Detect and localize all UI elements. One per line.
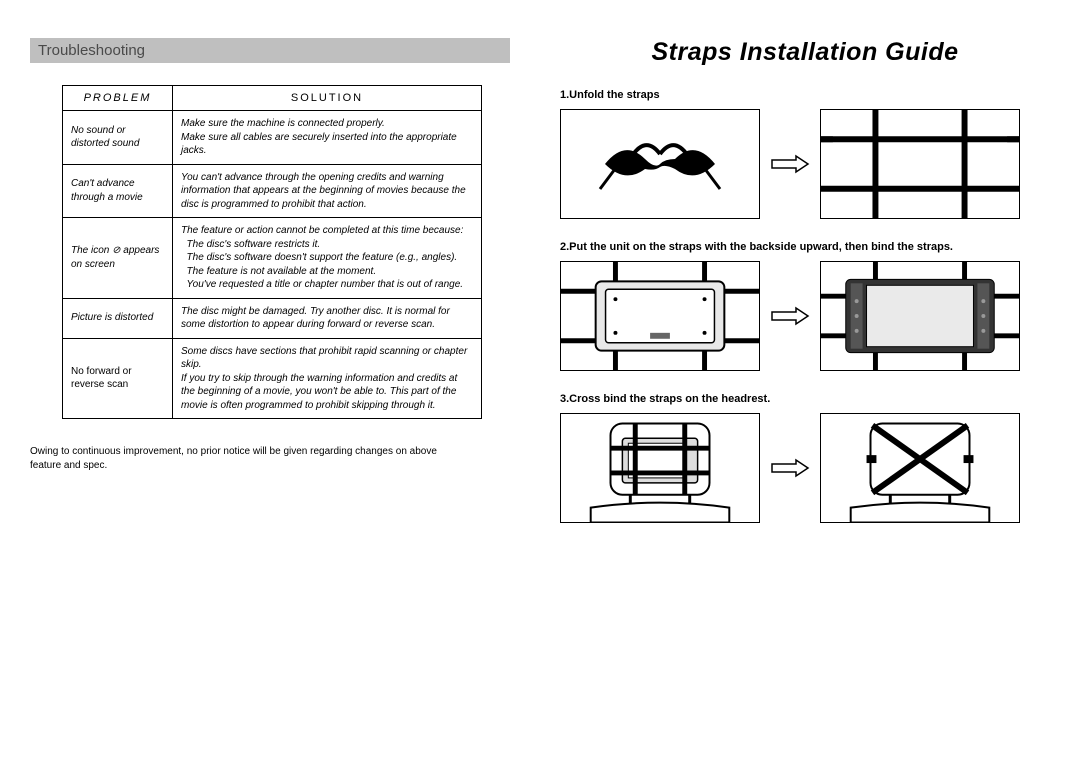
solution-cell: Make sure the machine is connected prope…	[173, 111, 482, 165]
table-row: No sound or distorted sound Make sure th…	[63, 111, 482, 165]
problem-cell: No sound or distorted sound	[63, 111, 173, 165]
arrow-icon	[770, 154, 810, 174]
step3-panel-b	[820, 413, 1020, 523]
solution-cell: The feature or action cannot be complete…	[173, 218, 482, 299]
step2-row	[560, 261, 1050, 371]
step3-row	[560, 413, 1050, 523]
step1-panel-b	[820, 109, 1020, 219]
step3-panel-a	[560, 413, 760, 523]
problem-cell: The icon ⊘ appears on screen	[63, 218, 173, 299]
table-row: Can't advance through a movie You can't …	[63, 164, 482, 218]
step2-panel-b	[820, 261, 1020, 371]
right-page: Straps Installation Guide 1.Unfold the s…	[560, 38, 1050, 523]
problem-cell: Picture is distorted	[63, 298, 173, 338]
step2-panel-a	[560, 261, 760, 371]
solution-cell: The disc might be damaged. Try another d…	[173, 298, 482, 338]
section-header: Troubleshooting	[30, 38, 510, 63]
troubleshooting-table: PROBLEM SOLUTION No sound or distorted s…	[62, 85, 482, 419]
step3-label: 3.Cross bind the straps on the headrest.	[560, 393, 1050, 405]
arrow-icon	[770, 458, 810, 478]
step1-panel-a	[560, 109, 760, 219]
guide-title: Straps Installation Guide	[560, 38, 1050, 67]
footnote: Owing to continuous improvement, no prio…	[30, 445, 510, 473]
table-row: No forward or reverse scan Some discs ha…	[63, 338, 482, 419]
table-row: The icon ⊘ appears on screen The feature…	[63, 218, 482, 299]
step1-label: 1.Unfold the straps	[560, 89, 1050, 101]
col-header-solution: SOLUTION	[173, 86, 482, 111]
problem-cell: Can't advance through a movie	[63, 164, 173, 218]
problem-cell: No forward or reverse scan	[63, 338, 173, 419]
col-header-problem: PROBLEM	[63, 86, 173, 111]
table-row: Picture is distorted The disc might be d…	[63, 298, 482, 338]
left-page: Troubleshooting PROBLEM SOLUTION No soun…	[30, 38, 510, 473]
step2-label: 2.Put the unit on the straps with the ba…	[560, 241, 1050, 253]
arrow-icon	[770, 306, 810, 326]
solution-cell: You can't advance through the opening cr…	[173, 164, 482, 218]
step1-row	[560, 109, 1050, 219]
solution-cell: Some discs have sections that prohibit r…	[173, 338, 482, 419]
